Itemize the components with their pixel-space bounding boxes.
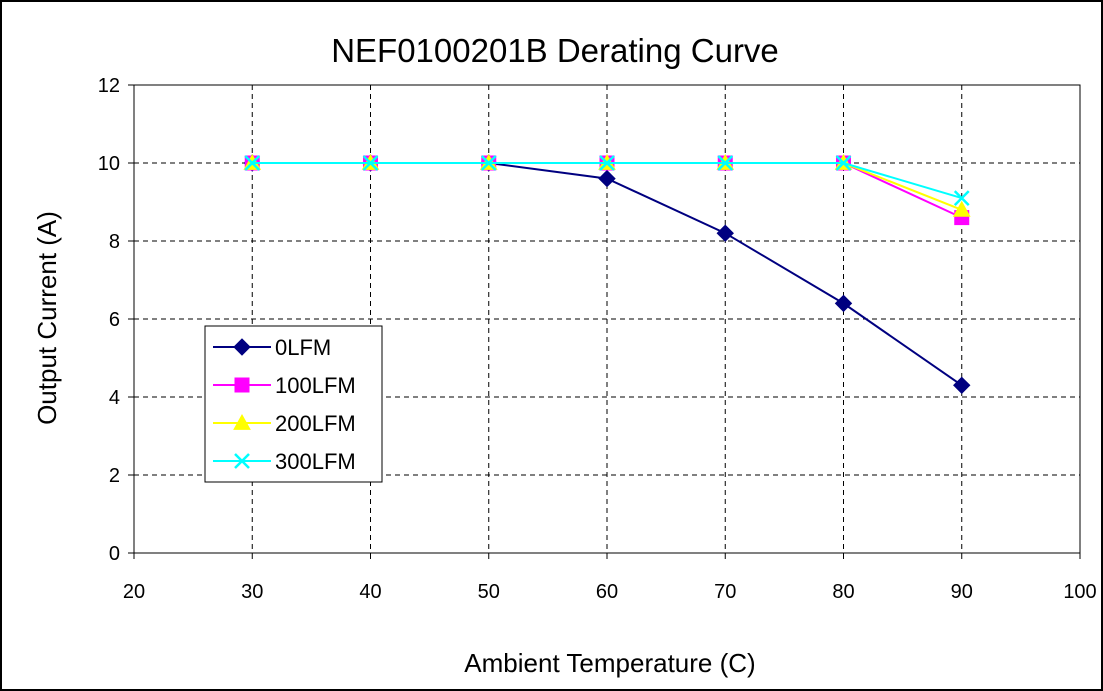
x-tick-label: 60 xyxy=(596,581,618,603)
legend: 0LFM 100LFM 200LFM 300LFM xyxy=(204,325,383,483)
data-point-x xyxy=(234,453,250,469)
data-point-diamond xyxy=(716,224,734,242)
series xyxy=(243,153,971,395)
legend-entry: 0LFM xyxy=(213,335,331,360)
data-point-x xyxy=(362,155,379,171)
legend-entry: 300LFM xyxy=(213,449,356,474)
legend-label: 200LFM xyxy=(275,411,356,436)
x-tick-label: 80 xyxy=(832,581,854,603)
y-tick-label: 0 xyxy=(109,543,120,565)
data-point-x xyxy=(717,155,734,171)
data-point-x xyxy=(953,190,970,206)
y-tick-label: 4 xyxy=(109,387,120,409)
legend-box xyxy=(204,325,383,483)
data-point-diamond xyxy=(233,338,251,356)
y-tick-label: 6 xyxy=(109,309,120,331)
chart-title: NEF0100201B Derating Curve xyxy=(331,32,779,69)
legend-label: 0LFM xyxy=(275,335,331,360)
data-point-triangle xyxy=(233,413,251,430)
data-point-x xyxy=(599,155,615,171)
x-tick-label: 100 xyxy=(1063,581,1096,603)
x-tick-label: 50 xyxy=(478,581,500,603)
x-axis-label: Ambient Temperature (C) xyxy=(464,648,755,678)
y-tick-label: 10 xyxy=(98,153,120,175)
series-300LFM xyxy=(244,155,970,206)
legend-label: 100LFM xyxy=(275,373,356,398)
data-point-triangle xyxy=(952,200,971,217)
x-tick-label: 70 xyxy=(714,581,736,603)
y-axis-label: Output Current (A) xyxy=(32,211,62,425)
legend-label: 300LFM xyxy=(275,449,356,474)
y-tick-label: 2 xyxy=(109,465,120,487)
legend-entry: 200LFM xyxy=(213,411,356,436)
axis-ticks: 20 30 40 50 60 70 80 90 100 0 2 4 6 8 10 12 xyxy=(98,75,1097,603)
legend-entry: 100LFM xyxy=(213,373,356,398)
data-point-x xyxy=(480,155,497,171)
data-point-diamond xyxy=(953,376,971,395)
x-tick-label: 40 xyxy=(359,581,381,603)
data-point-diamond xyxy=(598,169,616,188)
data-point-square xyxy=(234,377,250,393)
y-tick-label: 8 xyxy=(109,231,120,253)
y-tick-label: 12 xyxy=(98,75,120,97)
x-tick-label: 90 xyxy=(951,581,973,603)
x-tick-label: 20 xyxy=(123,581,145,603)
x-tick-label: 30 xyxy=(241,581,263,603)
data-point-x xyxy=(835,155,852,171)
data-point-x xyxy=(244,155,261,171)
data-point-diamond xyxy=(834,294,853,313)
